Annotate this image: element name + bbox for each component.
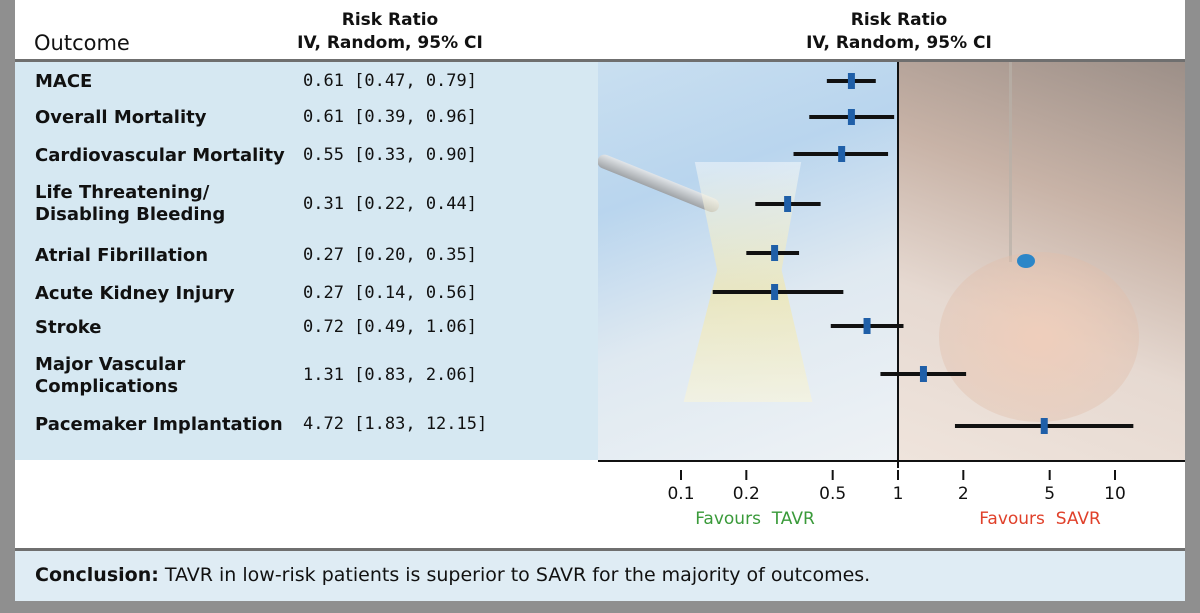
row-ci-stroke: 0.72 [0.49, 1.06] <box>303 317 477 337</box>
row-ci-pacemaker: 4.72 [1.83, 12.15] <box>303 414 488 434</box>
conclusion-text: Conclusion: TAVR in low-risk patients is… <box>35 564 870 586</box>
valve-photo <box>598 62 899 460</box>
plot-heading: Risk Ratio IV, Random, 95% CI <box>749 9 1049 55</box>
plot-title: Risk Ratio <box>850 10 948 30</box>
outcome-heading: Outcome <box>34 31 130 55</box>
ci-column-heading: Risk Ratio IV, Random, 95% CI <box>240 9 540 55</box>
conclusion-box: Conclusion: TAVR in low-risk patients is… <box>15 548 1185 601</box>
conclusion-label: Conclusion: <box>35 564 159 586</box>
outcome-table-panel <box>15 62 598 460</box>
row-label-bleeding: Life Threatening/ Disabling Bleeding <box>35 182 226 225</box>
estimate-marker-major-vascular-complications <box>919 366 927 382</box>
row-label-stroke: Stroke <box>35 317 102 338</box>
row-label-mace: MACE <box>35 71 93 92</box>
hand-image <box>939 252 1139 422</box>
row-label-overall-mortality: Overall Mortality <box>35 107 207 128</box>
row-ci-overall-mortality: 0.61 [0.39, 0.96] <box>303 107 477 127</box>
row-ci-mace: 0.61 [0.47, 0.79] <box>303 71 477 91</box>
background-photo <box>598 62 1185 460</box>
row-ci-atrial-fibrillation: 0.27 [0.20, 0.35] <box>303 245 477 265</box>
row-ci-bleeding: 0.31 [0.22, 0.44] <box>303 194 477 214</box>
estimate-marker-atrial-fibrillation <box>771 245 779 261</box>
row-label-aki: Acute Kidney Injury <box>35 283 235 304</box>
estimate-marker-pacemaker-implantation <box>1040 418 1048 434</box>
row-label-pacemaker: Pacemaker Implantation <box>35 414 283 435</box>
ci-column-subtitle: IV, Random, 95% CI <box>297 33 483 53</box>
surgery-photo <box>899 62 1185 460</box>
favours-tavr-label: Favours TAVR <box>695 509 815 529</box>
x-tick-label-3: 1 <box>893 484 904 504</box>
x-tick-label-4: 2 <box>958 484 969 504</box>
row-ci-cv-mortality: 0.55 [0.33, 0.90] <box>303 145 477 165</box>
header-divider <box>15 59 1185 62</box>
conclusion-body: TAVR in low-risk patients is superior to… <box>158 564 871 586</box>
estimate-marker-stroke <box>863 318 871 334</box>
plot-subtitle: IV, Random, 95% CI <box>806 33 992 53</box>
suture-image <box>1009 62 1012 262</box>
row-ci-vascular: 1.31 [0.83, 2.06] <box>303 365 477 385</box>
x-tick-label-0: 0.1 <box>667 484 694 504</box>
row-ci-aki: 0.27 [0.14, 0.56] <box>303 283 477 303</box>
row-label-cv-mortality: Cardiovascular Mortality <box>35 145 285 166</box>
estimate-marker-life-threatening-disabling-bleeding <box>784 196 792 212</box>
valve-bead-image <box>1017 254 1035 268</box>
estimate-marker-acute-kidney-injury <box>771 284 779 300</box>
row-label-atrial-fibrillation: Atrial Fibrillation <box>35 245 209 266</box>
row-label-vascular: Major Vascular Complications <box>35 354 186 397</box>
x-tick-label-6: 10 <box>1104 484 1126 504</box>
favours-savr-label: Favours SAVR <box>979 509 1101 529</box>
estimate-marker-cardiovascular-mortality <box>838 146 846 162</box>
x-tick-label-1: 0.2 <box>733 484 760 504</box>
estimate-marker-mace <box>847 73 855 89</box>
estimate-marker-overall-mortality <box>847 109 855 125</box>
x-tick-label-5: 5 <box>1044 484 1055 504</box>
ci-column-title: Risk Ratio <box>341 10 439 30</box>
x-tick-label-2: 0.5 <box>819 484 846 504</box>
